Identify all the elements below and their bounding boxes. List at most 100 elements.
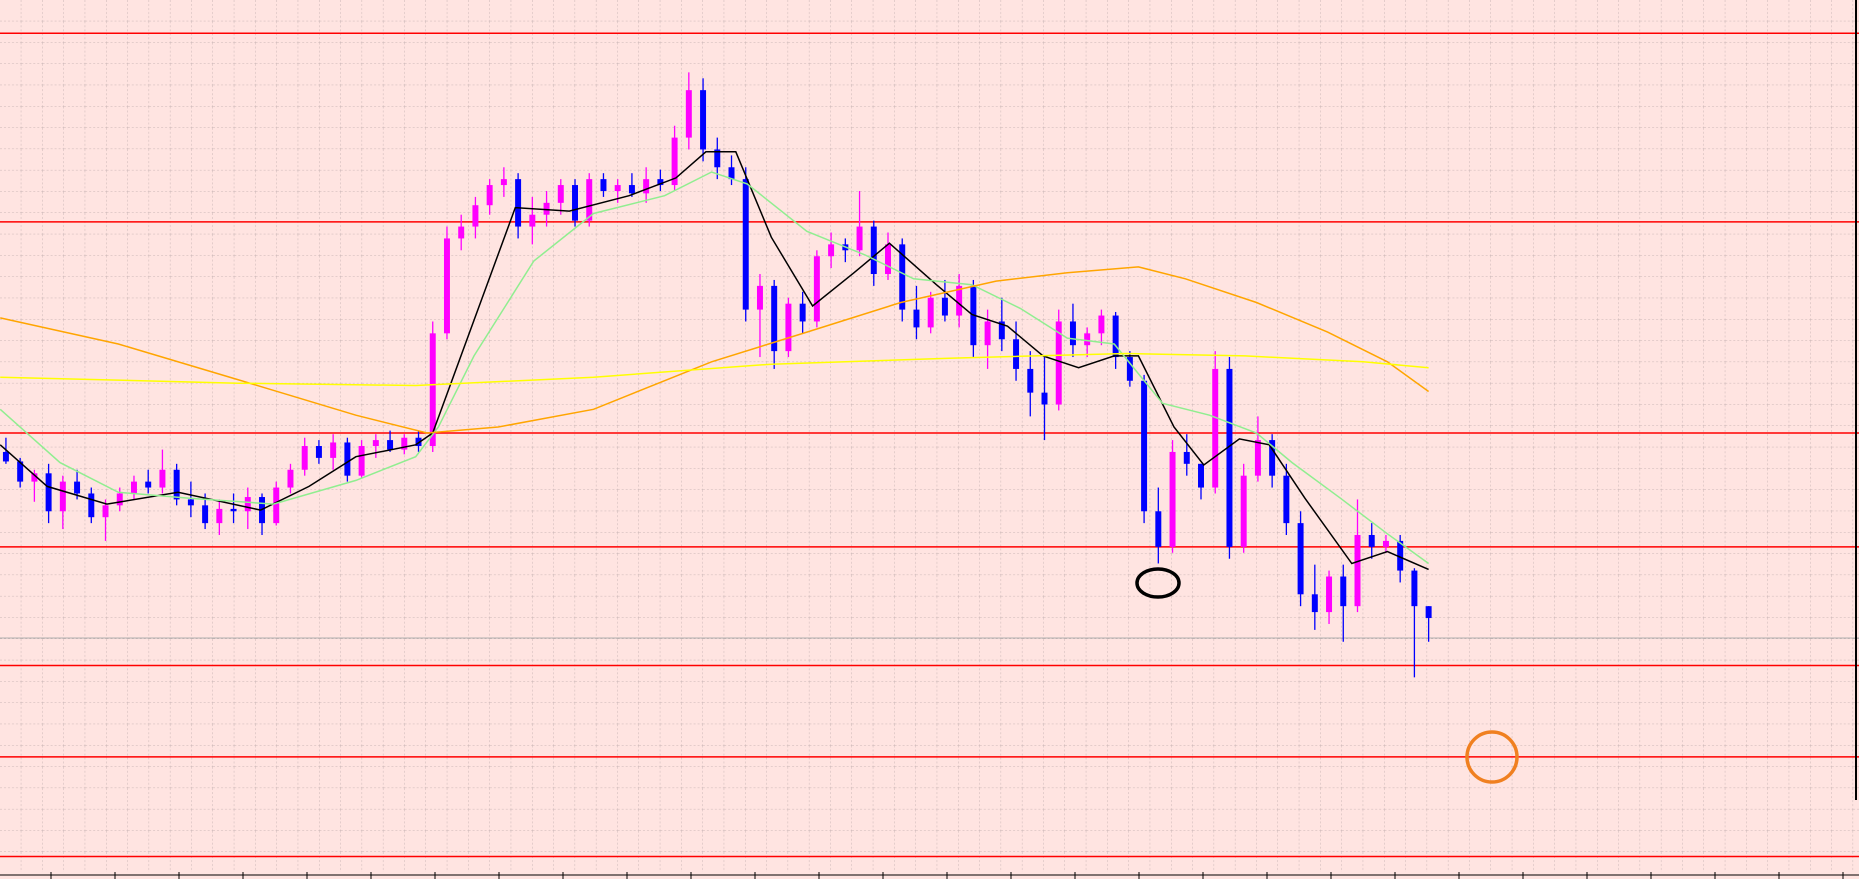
- candle-body: [159, 469, 166, 488]
- candle-body: [998, 321, 1005, 340]
- candle-body: [1112, 315, 1119, 358]
- candle-body: [145, 481, 152, 488]
- candle-body: [1397, 540, 1404, 571]
- candle-body: [1368, 534, 1375, 547]
- candle-body: [17, 461, 24, 482]
- candle-body: [1283, 475, 1290, 524]
- candle-body: [700, 90, 707, 150]
- candle-body: [2, 451, 9, 462]
- candle-body: [600, 179, 607, 191]
- candle-body: [1098, 315, 1105, 334]
- candle-body: [45, 473, 52, 512]
- candle-body: [742, 179, 749, 310]
- candle-body: [771, 285, 778, 352]
- candle-body: [500, 179, 507, 186]
- candle-body: [1027, 368, 1034, 393]
- moving-average-line: [0, 171, 1430, 565]
- candle-body: [443, 238, 450, 334]
- candle-body: [828, 244, 835, 257]
- candle-body: [927, 297, 934, 328]
- black-circle-annotation: [1135, 567, 1181, 599]
- candle-body: [956, 285, 963, 316]
- candle-body: [870, 226, 877, 275]
- candle-body: [1226, 368, 1233, 547]
- candle-body: [401, 437, 408, 450]
- candle-body: [1126, 357, 1133, 381]
- candle-body: [102, 505, 109, 518]
- candle-body: [614, 185, 621, 191]
- candle-body: [1326, 576, 1333, 613]
- candle-body: [813, 256, 820, 322]
- candle-body: [458, 226, 465, 239]
- candle-body: [31, 473, 38, 482]
- moving-average-line: [0, 352, 1429, 387]
- candle-body: [685, 90, 692, 138]
- candle-body: [899, 244, 906, 310]
- candle-body: [1269, 440, 1276, 476]
- candle-body: [244, 497, 251, 512]
- candle-body: [572, 185, 579, 221]
- candle-body: [472, 205, 479, 227]
- candle-body: [1297, 523, 1304, 595]
- candle-body: [529, 214, 536, 227]
- candle-body: [1169, 451, 1176, 547]
- candle-body: [885, 244, 891, 275]
- candle-body: [59, 481, 66, 512]
- candle-body: [74, 481, 81, 494]
- candle-body: [301, 446, 308, 470]
- candle-body: [287, 469, 294, 488]
- candle-body: [1069, 321, 1076, 346]
- candle-body: [1254, 440, 1261, 476]
- candle-body: [1425, 606, 1432, 619]
- candle-body: [1084, 333, 1091, 346]
- candle-body: [1340, 576, 1347, 607]
- candle-body: [1311, 594, 1318, 613]
- candle-body: [116, 493, 123, 506]
- candle-body: [88, 493, 95, 518]
- candle-body: [557, 185, 564, 203]
- candle-body: [1240, 475, 1247, 547]
- candle-body: [187, 499, 194, 506]
- candle-body: [415, 437, 422, 447]
- candle-body: [728, 167, 735, 180]
- candle-body: [628, 185, 635, 194]
- candle-body: [756, 285, 763, 310]
- candle-body: [984, 321, 991, 346]
- candle-body: [1013, 339, 1020, 369]
- candle-body: [657, 179, 664, 186]
- plot-layer: [0, 32, 1859, 858]
- candle-body: [1141, 380, 1148, 512]
- candle-body: [372, 440, 379, 447]
- candle-body: [1041, 392, 1048, 405]
- candle-body: [1055, 321, 1062, 405]
- candle-body: [202, 505, 209, 524]
- candle-body: [173, 469, 180, 500]
- candle-body: [586, 179, 593, 221]
- candle-body: [515, 179, 522, 227]
- candle-body: [1183, 451, 1190, 464]
- candle-body: [941, 297, 948, 316]
- candle-body: [1354, 534, 1361, 607]
- candle-body: [643, 179, 650, 194]
- candle-body: [913, 309, 920, 328]
- candle-body: [330, 442, 337, 458]
- candle-body: [230, 508, 237, 512]
- candle-body: [785, 303, 792, 352]
- candle-body: [856, 226, 863, 251]
- candle-body: [486, 185, 493, 206]
- candle-body: [216, 508, 223, 524]
- orange-circle-annotation: [1465, 730, 1519, 784]
- candle-body: [1411, 570, 1418, 607]
- candle-body: [387, 440, 394, 450]
- candle-body: [344, 442, 351, 476]
- candle-body: [273, 487, 280, 524]
- candle-body: [1382, 540, 1389, 547]
- candle-body: [1155, 511, 1162, 547]
- candle-body: [130, 481, 137, 494]
- candle-body: [1198, 463, 1204, 488]
- candle-body: [429, 333, 436, 447]
- candle-body: [799, 303, 806, 322]
- moving-average-line: [0, 151, 1429, 571]
